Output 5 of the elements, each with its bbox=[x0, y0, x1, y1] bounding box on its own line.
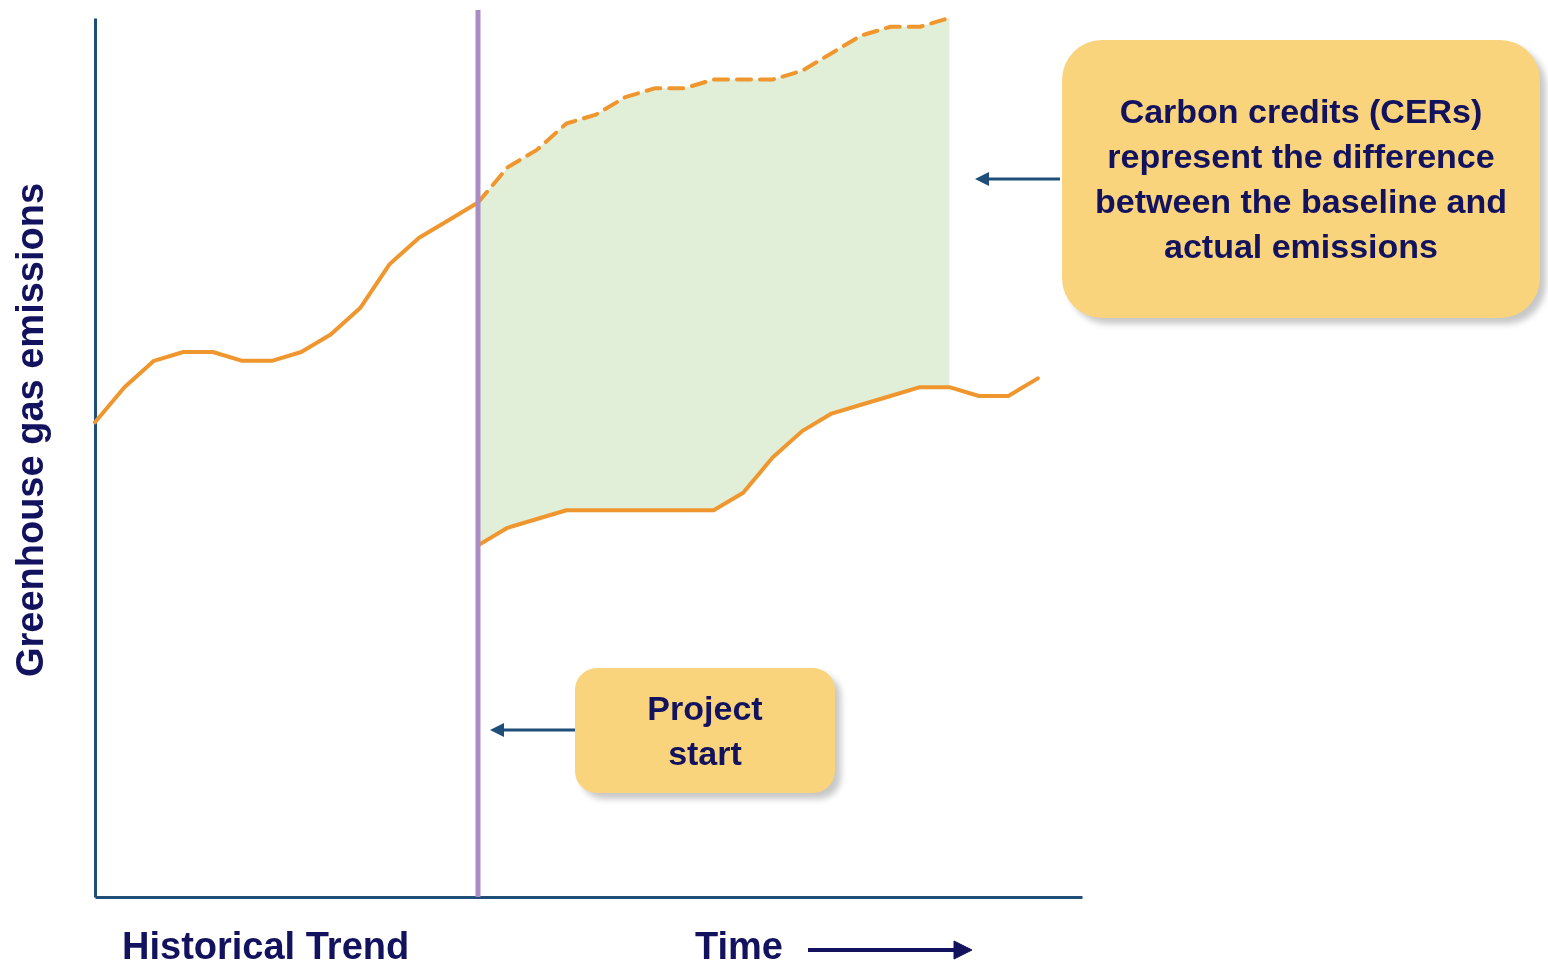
x-axis-title: Time bbox=[695, 925, 784, 967]
callout: Project start bbox=[575, 668, 835, 793]
text: Historical Trend bbox=[122, 925, 410, 967]
y-axis-title: Greenhouse gas emissions bbox=[8, 182, 52, 678]
callout: Carbon credits (CERs) represent the difference between the baseline and actual emissions bbox=[1062, 40, 1540, 318]
